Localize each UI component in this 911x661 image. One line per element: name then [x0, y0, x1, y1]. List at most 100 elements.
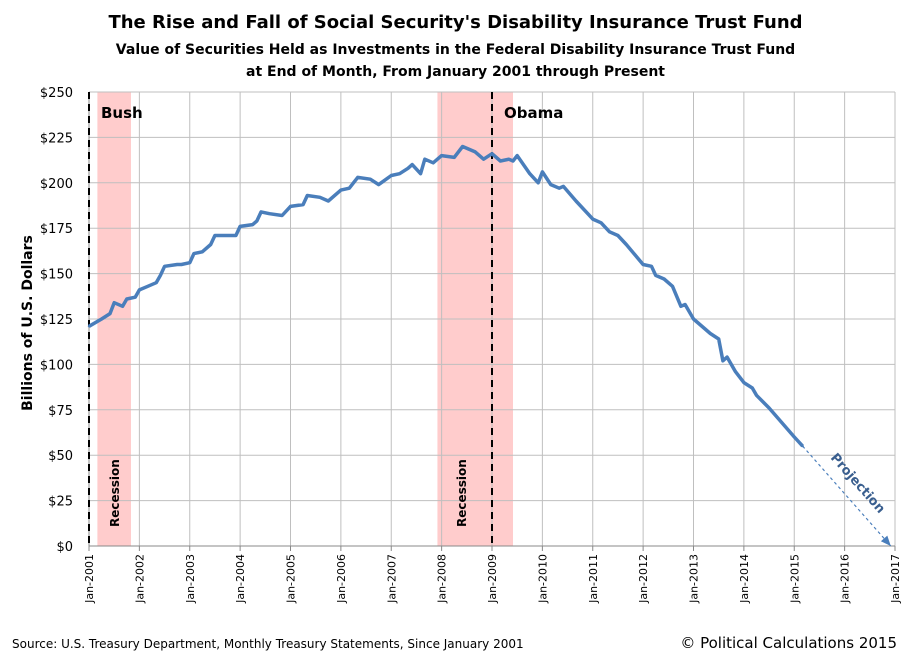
data-point [201, 250, 204, 254]
data-point [209, 243, 212, 246]
data-point [709, 332, 712, 335]
y-tick-label: $50 [48, 449, 73, 464]
data-point [259, 210, 263, 214]
data-point [423, 157, 427, 161]
data-point [301, 203, 305, 206]
data-point [515, 154, 519, 157]
data-point [767, 406, 771, 410]
data-point [268, 212, 271, 215]
data-point [528, 172, 531, 175]
data-point [87, 325, 91, 328]
data-point [641, 263, 645, 266]
data-point [180, 263, 183, 266]
x-tick-label: Jan-2012 [637, 554, 650, 604]
chart-subtitle-line-1: Value of Securities Held as Investments … [115, 42, 796, 58]
data-point [238, 225, 242, 228]
x-tick-label: Jan-2017 [889, 554, 902, 604]
data-point [100, 317, 103, 321]
data-point [251, 223, 254, 226]
data-point [163, 265, 166, 268]
data-point [432, 161, 435, 165]
y-tick-label: $175 [40, 222, 73, 237]
data-point [318, 196, 322, 199]
x-tick-label: Jan-2004 [234, 554, 247, 604]
x-tick-label: Jan-2003 [184, 554, 197, 604]
x-tick-label: Jan-2005 [285, 554, 298, 604]
data-point [557, 187, 561, 190]
data-point [692, 317, 695, 321]
data-point [650, 265, 653, 268]
data-point [499, 159, 502, 163]
data-point [801, 444, 804, 448]
data-point [121, 305, 124, 308]
data-point [453, 156, 456, 159]
x-tick-label: Jan-2013 [688, 554, 701, 604]
y-tick-label: $0 [56, 540, 73, 555]
y-tick-label: $150 [40, 268, 73, 283]
data-point [541, 170, 544, 174]
data-point [406, 167, 410, 170]
data-point [599, 221, 603, 224]
recession-label: Recession [108, 459, 122, 527]
data-point [490, 152, 494, 155]
data-point [574, 199, 578, 203]
data-point [755, 394, 758, 397]
projection-line [802, 445, 892, 547]
data-point [289, 205, 292, 208]
x-tick-label: Jan-2002 [133, 554, 146, 604]
data-point [234, 234, 238, 237]
data-point [398, 172, 401, 175]
x-tick-label: Jan-2010 [536, 554, 549, 604]
chart-title: The Rise and Fall of Social Security's D… [108, 12, 803, 33]
data-point [507, 157, 510, 161]
data-point [536, 181, 540, 184]
data-point [662, 277, 666, 281]
data-point [108, 312, 112, 315]
data-point [671, 285, 674, 288]
data-point [780, 421, 783, 424]
x-tick-label: Jan-2015 [788, 554, 801, 604]
data-point [369, 177, 372, 181]
data-point [213, 234, 217, 237]
x-tick-label: Jan-2006 [335, 554, 348, 604]
x-tick-label: Jan-2007 [385, 554, 398, 604]
data-point [679, 305, 683, 308]
data-point [411, 163, 414, 166]
administration-label: Bush [101, 104, 143, 122]
data-point [440, 154, 443, 157]
data-point [125, 297, 128, 301]
data-point [608, 230, 611, 234]
x-tick-label: Jan-2001 [83, 554, 96, 604]
data-point [327, 199, 330, 203]
x-tick-label: Jan-2009 [486, 554, 499, 604]
data-point [474, 150, 477, 154]
data-point [192, 252, 196, 255]
data-point [717, 337, 720, 341]
data-point [154, 281, 158, 284]
data-point [138, 288, 141, 292]
data-point [591, 217, 594, 221]
y-tick-label: $125 [40, 313, 73, 328]
data-point [255, 219, 259, 223]
data-point [133, 296, 137, 299]
data-point [742, 381, 746, 384]
chart-subtitle-line-2: at End of Month, From January 2001 throu… [246, 64, 665, 80]
y-tick-label: $75 [48, 404, 73, 419]
data-point [339, 188, 343, 192]
x-tick-label: Jan-2016 [839, 554, 852, 604]
data-point [188, 261, 191, 264]
data-point [793, 435, 796, 439]
data-point [725, 355, 729, 359]
data-point [112, 301, 116, 304]
data-point [721, 359, 725, 362]
data-point [562, 185, 565, 188]
data-point [461, 145, 464, 148]
x-tick-label: Jan-2008 [436, 554, 449, 604]
data-point [751, 386, 754, 390]
data-point [654, 274, 657, 277]
data-point [616, 234, 620, 237]
data-point [356, 176, 359, 179]
y-tick-label: $250 [40, 86, 73, 101]
